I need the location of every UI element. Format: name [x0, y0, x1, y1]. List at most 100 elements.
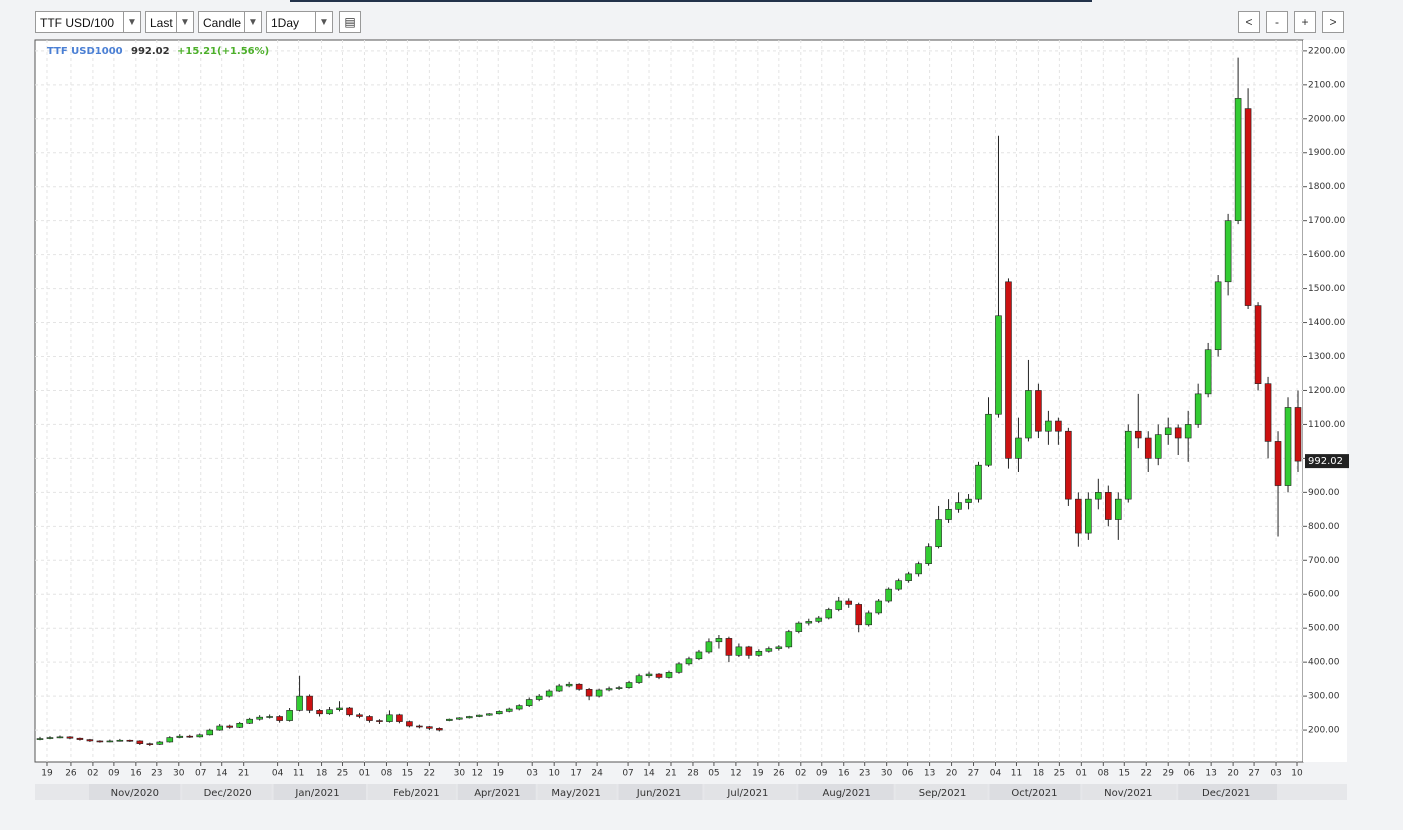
- style-select[interactable]: Candle ▼: [198, 11, 262, 33]
- x-tick-label: 15: [402, 769, 413, 779]
- candle-body: [336, 707, 343, 711]
- price-select[interactable]: Last ▼: [145, 11, 194, 33]
- candle-body: [545, 690, 553, 697]
- candle-body: [266, 716, 273, 718]
- candle-body: [535, 695, 543, 700]
- candle-body: [436, 728, 443, 731]
- style-text: Candle: [203, 16, 242, 30]
- candle-body: [426, 726, 433, 729]
- x-tick-label: 08: [1098, 769, 1110, 779]
- candle-body: [226, 725, 233, 728]
- nav-button[interactable]: +: [1294, 11, 1316, 33]
- candle-body: [276, 716, 283, 721]
- candle-body: [835, 600, 843, 610]
- candle-body: [216, 725, 224, 731]
- x-tick-label: 22: [1141, 769, 1152, 779]
- x-tick-label: 10: [548, 769, 560, 779]
- candle-body: [695, 651, 703, 660]
- x-tick-label: 29: [1162, 769, 1174, 779]
- candle-body: [795, 622, 803, 632]
- candle-body: [965, 498, 972, 503]
- month-band: [618, 784, 703, 800]
- candle-body: [1025, 390, 1032, 439]
- x-tick-label: 12: [730, 769, 741, 779]
- candle-body: [136, 740, 144, 744]
- y-tick-label: 200.00: [1308, 726, 1340, 736]
- x-tick-label: 24: [591, 769, 603, 779]
- month-label: Apr/2021: [474, 788, 520, 799]
- candle-body: [1224, 220, 1232, 283]
- table-button[interactable]: ▤: [339, 11, 361, 33]
- x-tick-label: 09: [108, 769, 120, 779]
- y-tick-label: 1800.00: [1308, 182, 1345, 192]
- candle-body: [376, 720, 383, 722]
- legend-symbol: TTF USD1000: [47, 46, 123, 57]
- candle-body: [126, 739, 134, 742]
- candle-body: [875, 600, 882, 614]
- candle-body: [575, 683, 583, 690]
- x-tick-label: 26: [65, 769, 77, 779]
- candle-body: [1274, 441, 1282, 486]
- x-tick-label: 26: [773, 769, 785, 779]
- last-price-label: 992.02: [1308, 456, 1343, 467]
- x-tick-label: 11: [293, 769, 304, 779]
- candle-body: [306, 695, 313, 711]
- x-tick-label: 16: [130, 769, 142, 779]
- candle-body: [675, 663, 683, 673]
- candle-body: [935, 519, 942, 547]
- month-label: Oct/2021: [1011, 788, 1057, 799]
- y-tick-label: 1100.00: [1308, 420, 1345, 430]
- y-tick-label: 2000.00: [1308, 114, 1345, 124]
- candle-body: [645, 673, 653, 677]
- interval-select[interactable]: 1Day ▼: [266, 11, 333, 33]
- candle-body: [785, 631, 793, 648]
- month-label: May/2021: [551, 788, 601, 799]
- candle-body: [705, 641, 713, 653]
- candle-body: [745, 646, 753, 656]
- x-tick-label: 09: [816, 769, 828, 779]
- candle-body: [36, 738, 44, 740]
- price-text: Last: [150, 16, 173, 30]
- month-band: [537, 784, 617, 800]
- nav-button[interactable]: -: [1266, 11, 1288, 33]
- candle-body: [446, 718, 453, 721]
- candle-body: [1124, 430, 1132, 500]
- month-label: Sep/2021: [919, 788, 967, 799]
- y-tick-label: 1200.00: [1308, 386, 1345, 396]
- candle-body: [86, 739, 94, 742]
- candle-body: [56, 736, 64, 739]
- candle-body: [196, 734, 204, 738]
- candle-body: [406, 721, 413, 727]
- y-tick-label: 1900.00: [1308, 148, 1345, 158]
- symbol-select[interactable]: TTF USD/100 ▼: [35, 11, 141, 33]
- candle-body: [116, 739, 124, 742]
- x-tick-label: 06: [902, 769, 914, 779]
- candle-body: [1294, 407, 1302, 462]
- axis-area: [1303, 40, 1347, 762]
- candle-body: [1194, 393, 1202, 425]
- candle-body: [495, 711, 503, 715]
- nav-button[interactable]: <: [1238, 11, 1260, 33]
- y-tick-label: 300.00: [1308, 692, 1340, 702]
- candle-body: [416, 725, 423, 728]
- candle-body: [805, 621, 813, 624]
- plot-area: [34, 39, 1304, 763]
- candle-body: [625, 682, 633, 688]
- candle-body: [905, 573, 912, 581]
- candle-body: [1005, 281, 1012, 459]
- y-tick-label: 500.00: [1308, 624, 1340, 634]
- candle-body: [246, 718, 253, 724]
- month-band: [457, 784, 536, 800]
- x-tick-label: 25: [1054, 769, 1065, 779]
- month-band: [798, 784, 894, 800]
- x-tick-label: 21: [665, 769, 676, 779]
- x-tick-label: 19: [493, 769, 505, 779]
- candle-body: [615, 687, 623, 689]
- nav-button[interactable]: >: [1322, 11, 1344, 33]
- candle-body: [605, 688, 613, 691]
- candle-body: [386, 714, 393, 722]
- x-tick-label: 30: [454, 769, 466, 779]
- candle-body: [985, 413, 992, 466]
